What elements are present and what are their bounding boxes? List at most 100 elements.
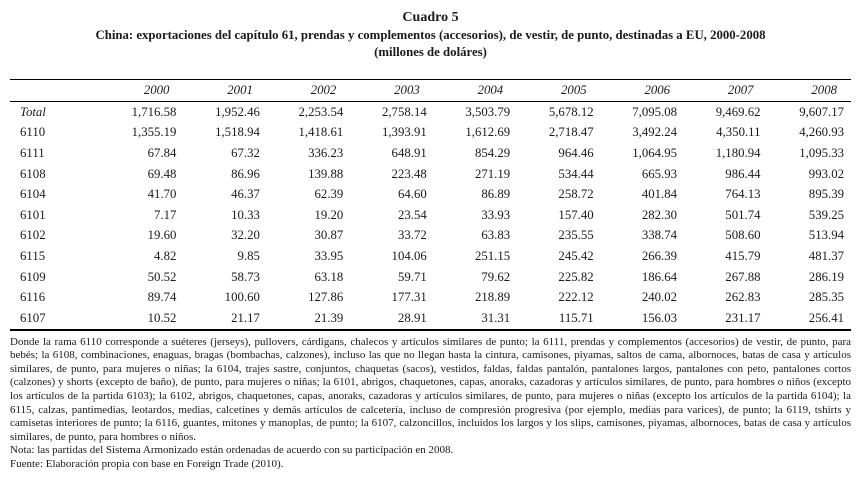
table-cell: 58.73: [231, 269, 260, 284]
table-cell: 30.87: [314, 228, 344, 243]
table-cell: 534.44: [558, 166, 594, 181]
row-label: 6101: [20, 207, 46, 222]
year-header: 2006: [644, 83, 671, 97]
table-row: 6102 19.60 32.20 30.87 33.72 63.83 235.55 338.7…: [10, 226, 851, 247]
table-cell: 4,350.11: [716, 125, 761, 140]
table-cell: 157.40: [558, 207, 594, 222]
table-cell: 218.89: [474, 290, 511, 305]
table-cell: 648.91: [391, 145, 427, 160]
year-header: 2004: [477, 83, 504, 97]
year-header: 2008: [811, 83, 837, 97]
table-row: Total 1,716.58 1,952.46 2,253.54 2,758.14 3,5…: [10, 102, 851, 123]
table-row: 6107 10.52 21.17 21.39 28.91 31.31 115.71 156.0…: [10, 308, 851, 330]
table-cell: 245.42: [558, 248, 594, 263]
table-cell: 401.84: [641, 187, 678, 202]
table-cell: 186.64: [641, 269, 678, 284]
table-cell: 10.52: [147, 310, 177, 325]
table-cell: 9,607.17: [799, 104, 844, 119]
table-cell: 986.44: [725, 166, 761, 181]
year-header: 2003: [394, 83, 420, 97]
table-cell: 266.39: [641, 248, 678, 263]
table-cell: 19.60: [147, 228, 177, 243]
table-cell: 50.52: [147, 269, 177, 284]
table-cell: 271.19: [474, 166, 511, 181]
table-cell: 33.72: [397, 228, 427, 243]
table-cell: 67.84: [147, 145, 177, 160]
table-cell: 231.17: [725, 310, 761, 325]
table-cell: 5,678.12: [548, 104, 594, 119]
table-cell: 4.82: [154, 248, 177, 263]
table-row: 6111 67.84 67.32 336.23 648.91 854.29 964.46 1,…: [10, 143, 851, 164]
table-cell: 854.29: [474, 145, 511, 160]
year-header-row: 2000 2001 2002 2003 2004 2005 2006 2007 2008: [10, 79, 851, 102]
table-cell: 1,952.46: [215, 104, 260, 119]
table-cell: 62.39: [314, 187, 344, 202]
row-label: 6115: [20, 248, 46, 263]
table-cell: 21.39: [314, 310, 344, 325]
table-cell: 127.86: [308, 290, 344, 305]
table-cell: 28.91: [397, 310, 427, 325]
table-cell: 177.31: [391, 290, 427, 305]
table-cell: 89.74: [147, 290, 177, 305]
row-label: Total: [20, 104, 46, 119]
data-table: 2000 2001 2002 2003 2004 2005 2006 2007 2008 Tot…: [10, 79, 851, 331]
table-cell: 1,095.33: [799, 145, 844, 160]
title-block: Cuadro 5 China: exportaciones del capítu…: [10, 9, 851, 60]
table-cell: 21.17: [231, 310, 260, 325]
footnote-nota: Nota: las partidas del Sistema Armonizad…: [10, 444, 454, 457]
row-label: 6116: [20, 290, 46, 305]
table-row: 6108 69.48 86.96 139.88 223.48 271.19 534.44 66…: [10, 164, 851, 185]
table-cell: 63.18: [314, 269, 344, 284]
table-cell: 262.83: [725, 290, 761, 305]
table-cell: 33.95: [314, 248, 344, 263]
row-label: 6102: [20, 228, 46, 243]
table-cell: 2,718.47: [548, 125, 594, 140]
table-cell: 256.41: [808, 310, 844, 325]
table-cell: 10.33: [231, 207, 260, 222]
table-cell: 764.13: [725, 187, 761, 202]
table-cell: 1,418.61: [298, 125, 344, 140]
table-cell: 86.96: [231, 166, 260, 181]
table-cell: 69.48: [147, 166, 177, 181]
row-label: 6108: [20, 166, 46, 181]
table-cell: 79.62: [481, 269, 511, 284]
table-row: 6109 50.52 58.73 63.18 59.71 79.62 225.82 186.6…: [10, 267, 851, 288]
paper-page: Cuadro 5 China: exportaciones del capítu…: [10, 9, 851, 470]
table-cell: 223.48: [391, 166, 427, 181]
table-cell: 3,503.79: [465, 104, 511, 119]
year-header: 2001: [227, 83, 253, 97]
year-header: 2007: [727, 83, 754, 97]
table-cell: 156.03: [641, 310, 678, 325]
table-cell: 2,758.14: [381, 104, 427, 119]
table-cell: 1,612.69: [465, 125, 511, 140]
table-cell: 240.02: [641, 290, 678, 305]
table-cell: 338.74: [641, 228, 678, 243]
table-row: 6110 1,355.19 1,518.94 1,418.61 1,393.91 1,61…: [10, 123, 851, 144]
table-cell: 115.71: [558, 310, 594, 325]
year-header: 2002: [310, 83, 337, 97]
table-cell: 46.37: [231, 187, 260, 202]
year-header: 2000: [143, 83, 170, 97]
table-cell: 104.06: [391, 248, 427, 263]
table-cell: 67.32: [231, 145, 260, 160]
table-cell: 258.72: [558, 187, 594, 202]
table-cell: 895.39: [808, 187, 844, 202]
table-cell: 539.25: [808, 207, 844, 222]
footnote-fuente: Fuente: Elaboración propia con base en F…: [10, 457, 284, 470]
table-cell: 336.23: [308, 145, 344, 160]
table-cell: 235.55: [558, 228, 594, 243]
table-row: 6104 41.70 46.37 62.39 64.60 86.89 258.72 401.8…: [10, 184, 851, 205]
table-cell: 41.70: [147, 187, 177, 202]
table-cell: 33.93: [481, 207, 511, 222]
table-cell: 7,095.08: [632, 104, 678, 119]
table-cell: 501.74: [725, 207, 761, 222]
table-body: Total 1,716.58 1,952.46 2,253.54 2,758.14 3,5…: [10, 102, 851, 330]
table-units: (millones de doláres): [374, 45, 487, 59]
table-cell: 4,260.93: [799, 125, 844, 140]
row-label: 6111: [20, 145, 45, 160]
table-cell: 508.60: [725, 228, 761, 243]
table-header: 2000 2001 2002 2003 2004 2005 2006 2007 2008: [10, 79, 851, 102]
table-cell: 19.20: [314, 207, 344, 222]
table-cell: 282.30: [641, 207, 678, 222]
table-cell: 64.60: [397, 187, 427, 202]
